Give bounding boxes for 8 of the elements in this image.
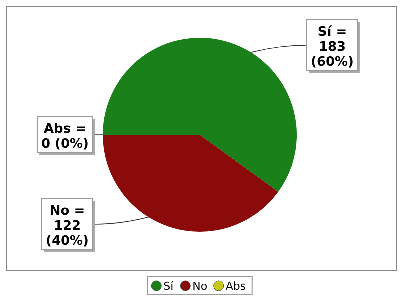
- pie-slice: [103, 38, 297, 192]
- data-label: No = 122 (40%): [46, 204, 89, 249]
- data-label: Sí = 183 (60%): [311, 25, 354, 70]
- legend-label: No: [192, 280, 208, 293]
- text: Abs = 0 (0%): [41, 122, 89, 152]
- legend-label: Sí: [164, 280, 175, 293]
- legend-label: Abs: [226, 280, 246, 293]
- pie-slice: [103, 135, 278, 232]
